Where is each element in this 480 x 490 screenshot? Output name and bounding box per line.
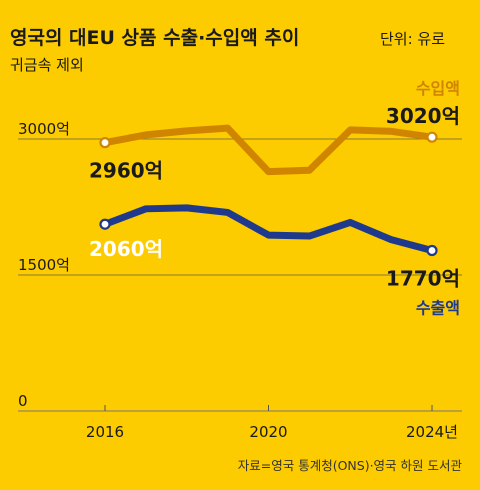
series-end-value: 1770억	[386, 267, 460, 291]
series-line-exports	[101, 204, 436, 255]
endpoint-marker	[99, 137, 111, 149]
chart-note-label: 귀금속 제외	[10, 56, 84, 74]
y-tick-label: 1500억	[18, 256, 70, 274]
series-start-value: 2060억	[89, 237, 163, 261]
x-tick-label: 2016	[86, 423, 124, 441]
endpoint-marker	[426, 244, 438, 257]
y-axis-ticks: 3000억 1500억 0	[18, 120, 70, 410]
series-lines	[99, 124, 438, 257]
series-start-value: 2960억	[89, 159, 163, 183]
x-tick-label: 2024년	[406, 423, 458, 441]
y-tick-label: 3000억	[18, 120, 70, 138]
x-axis-ticks: 2016 2020 2024년	[86, 405, 458, 441]
source-note: 자료=영국 통계청(ONS)·영국 하원 도서관	[238, 458, 463, 473]
y-tick-label: 0	[18, 392, 28, 410]
series-name-label: 수입액	[416, 79, 460, 98]
series-end-value: 3020억	[386, 104, 460, 128]
chart-unit-label: 단위: 유로	[380, 30, 445, 48]
grid-lines	[18, 138, 462, 276]
series-name-label: 수출액	[416, 299, 460, 318]
endpoint-marker	[99, 218, 111, 230]
endpoint-marker	[426, 131, 438, 143]
x-tick-label: 2020	[249, 423, 287, 441]
series-line-imports	[101, 124, 436, 176]
chart-title: 영국의 대EU 상품 수출·수입액 추이	[10, 27, 299, 49]
